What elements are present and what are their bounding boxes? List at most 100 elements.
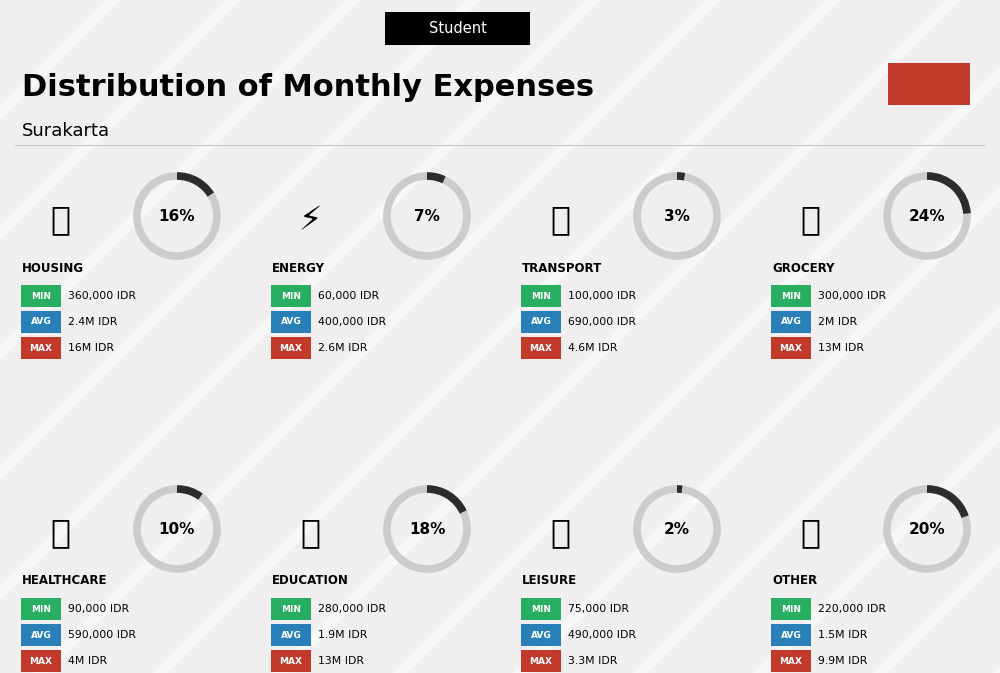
Text: 3%: 3% <box>664 209 690 223</box>
Text: 220,000 IDR: 220,000 IDR <box>818 604 886 614</box>
Text: 16M IDR: 16M IDR <box>68 343 114 353</box>
Text: 300,000 IDR: 300,000 IDR <box>818 291 886 301</box>
Text: MIN: MIN <box>31 291 51 301</box>
FancyBboxPatch shape <box>521 650 561 672</box>
Text: MAX: MAX <box>30 656 52 666</box>
Text: 1.9M IDR: 1.9M IDR <box>318 630 367 640</box>
Text: LEISURE: LEISURE <box>522 575 577 588</box>
Text: MIN: MIN <box>781 291 801 301</box>
Text: 100,000 IDR: 100,000 IDR <box>568 291 636 301</box>
Text: HEALTHCARE: HEALTHCARE <box>22 575 108 588</box>
FancyBboxPatch shape <box>771 337 811 359</box>
Text: MAX: MAX <box>280 343 302 353</box>
Text: 🚌: 🚌 <box>550 203 570 236</box>
FancyBboxPatch shape <box>21 598 61 620</box>
Text: AVG: AVG <box>281 318 301 326</box>
FancyBboxPatch shape <box>771 285 811 307</box>
Text: 7%: 7% <box>414 209 440 223</box>
Text: MAX: MAX <box>30 343 52 353</box>
FancyBboxPatch shape <box>271 311 311 333</box>
Text: TRANSPORT: TRANSPORT <box>522 262 602 275</box>
Text: 🏥: 🏥 <box>50 516 70 549</box>
Text: 4M IDR: 4M IDR <box>68 656 107 666</box>
FancyBboxPatch shape <box>21 311 61 333</box>
Text: Surakarta: Surakarta <box>22 122 110 140</box>
Text: ⚡: ⚡ <box>298 203 322 236</box>
Text: 10%: 10% <box>159 522 195 536</box>
Text: 💰: 💰 <box>800 516 820 549</box>
FancyBboxPatch shape <box>521 598 561 620</box>
FancyBboxPatch shape <box>21 650 61 672</box>
Text: 590,000 IDR: 590,000 IDR <box>68 630 136 640</box>
Text: MIN: MIN <box>531 604 551 614</box>
FancyBboxPatch shape <box>771 624 811 646</box>
Text: AVG: AVG <box>781 318 801 326</box>
FancyBboxPatch shape <box>271 624 311 646</box>
Text: 20%: 20% <box>909 522 945 536</box>
Text: 16%: 16% <box>159 209 195 223</box>
Text: HOUSING: HOUSING <box>22 262 84 275</box>
Text: 🛍: 🛍 <box>550 516 570 549</box>
Text: GROCERY: GROCERY <box>772 262 834 275</box>
Text: 1.5M IDR: 1.5M IDR <box>818 630 867 640</box>
Text: AVG: AVG <box>531 631 551 639</box>
FancyBboxPatch shape <box>271 650 311 672</box>
Text: MAX: MAX <box>530 343 552 353</box>
Text: MIN: MIN <box>531 291 551 301</box>
FancyBboxPatch shape <box>271 598 311 620</box>
Text: 13M IDR: 13M IDR <box>818 343 864 353</box>
Text: 75,000 IDR: 75,000 IDR <box>568 604 629 614</box>
FancyBboxPatch shape <box>21 337 61 359</box>
Text: ENERGY: ENERGY <box>272 262 325 275</box>
Text: Student: Student <box>429 21 486 36</box>
Text: 9.9M IDR: 9.9M IDR <box>818 656 867 666</box>
Text: MAX: MAX <box>780 343 802 353</box>
Text: MIN: MIN <box>281 604 301 614</box>
Text: MIN: MIN <box>281 291 301 301</box>
Text: 60,000 IDR: 60,000 IDR <box>318 291 379 301</box>
Text: 4.6M IDR: 4.6M IDR <box>568 343 617 353</box>
Text: AVG: AVG <box>531 318 551 326</box>
Text: 13M IDR: 13M IDR <box>318 656 364 666</box>
FancyBboxPatch shape <box>521 285 561 307</box>
Text: 2.6M IDR: 2.6M IDR <box>318 343 367 353</box>
FancyBboxPatch shape <box>771 650 811 672</box>
Text: 18%: 18% <box>409 522 445 536</box>
Text: MAX: MAX <box>280 656 302 666</box>
FancyBboxPatch shape <box>385 12 530 45</box>
Text: AVG: AVG <box>31 631 51 639</box>
Text: 400,000 IDR: 400,000 IDR <box>318 317 386 327</box>
FancyBboxPatch shape <box>888 63 970 105</box>
Text: 280,000 IDR: 280,000 IDR <box>318 604 386 614</box>
FancyBboxPatch shape <box>21 624 61 646</box>
FancyBboxPatch shape <box>271 337 311 359</box>
Text: MIN: MIN <box>781 604 801 614</box>
Text: 2M IDR: 2M IDR <box>818 317 857 327</box>
Text: AVG: AVG <box>781 631 801 639</box>
Text: 90,000 IDR: 90,000 IDR <box>68 604 129 614</box>
FancyBboxPatch shape <box>521 337 561 359</box>
Text: 690,000 IDR: 690,000 IDR <box>568 317 636 327</box>
Text: 🛒: 🛒 <box>800 203 820 236</box>
Text: Distribution of Monthly Expenses: Distribution of Monthly Expenses <box>22 73 594 102</box>
Text: EDUCATION: EDUCATION <box>272 575 349 588</box>
Text: MAX: MAX <box>780 656 802 666</box>
Text: 🎓: 🎓 <box>300 516 320 549</box>
FancyBboxPatch shape <box>271 285 311 307</box>
Text: 24%: 24% <box>909 209 945 223</box>
Text: MIN: MIN <box>31 604 51 614</box>
FancyBboxPatch shape <box>771 598 811 620</box>
Text: 2.4M IDR: 2.4M IDR <box>68 317 117 327</box>
FancyBboxPatch shape <box>21 285 61 307</box>
FancyBboxPatch shape <box>521 311 561 333</box>
Text: MAX: MAX <box>530 656 552 666</box>
Text: 2%: 2% <box>664 522 690 536</box>
FancyBboxPatch shape <box>521 624 561 646</box>
FancyBboxPatch shape <box>771 311 811 333</box>
Text: OTHER: OTHER <box>772 575 817 588</box>
Text: 3.3M IDR: 3.3M IDR <box>568 656 617 666</box>
Text: 🏢: 🏢 <box>50 203 70 236</box>
Text: 490,000 IDR: 490,000 IDR <box>568 630 636 640</box>
Text: AVG: AVG <box>281 631 301 639</box>
Text: 360,000 IDR: 360,000 IDR <box>68 291 136 301</box>
